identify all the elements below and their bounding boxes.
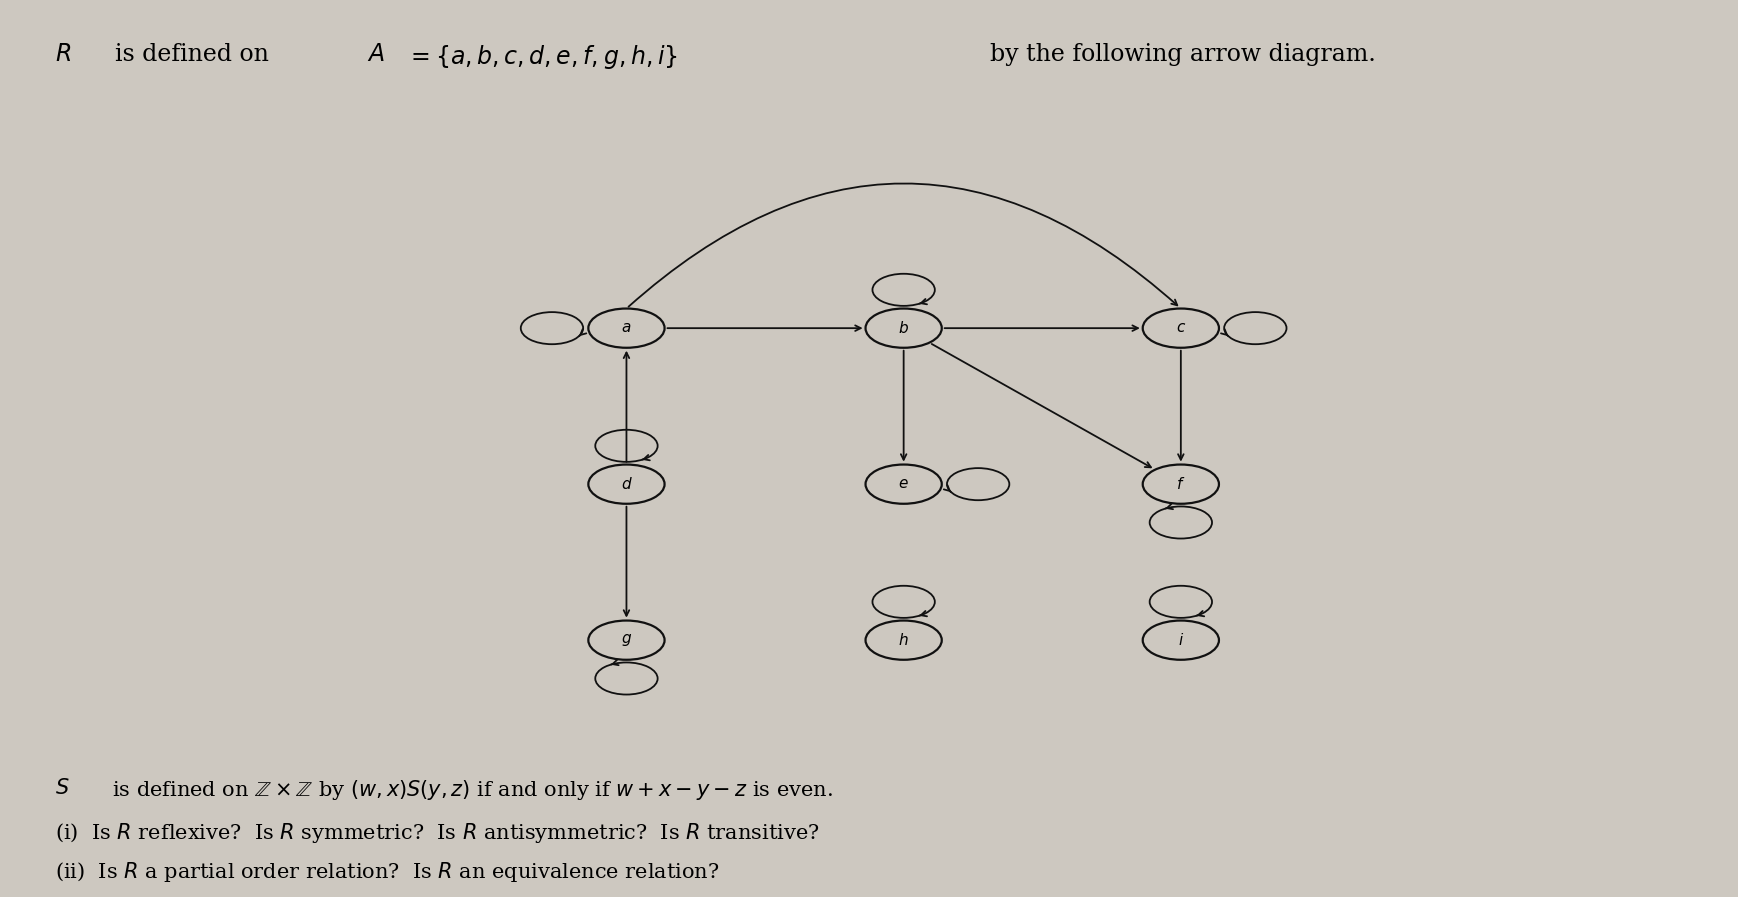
Text: (ii)  Is $R$ a partial order relation?  Is $R$ an equivalence relation?: (ii) Is $R$ a partial order relation? Is… <box>56 860 720 884</box>
Text: $= \{a, b, c, d, e, f, g, h, i\}$: $= \{a, b, c, d, e, f, g, h, i\}$ <box>407 43 678 71</box>
Text: $A$: $A$ <box>367 43 384 65</box>
Text: $R$: $R$ <box>56 43 71 65</box>
Text: $i$: $i$ <box>1178 632 1184 649</box>
Text: is defined on: is defined on <box>115 43 269 65</box>
Text: $c$: $c$ <box>1175 321 1185 335</box>
Text: $a$: $a$ <box>620 321 631 335</box>
Text: $e$: $e$ <box>899 477 909 492</box>
Text: $d$: $d$ <box>620 476 633 492</box>
Text: $g$: $g$ <box>620 632 633 649</box>
Text: $f$: $f$ <box>1177 476 1185 492</box>
Text: by the following arrow diagram.: by the following arrow diagram. <box>991 43 1376 65</box>
Text: is defined on $\mathbb{Z} \times \mathbb{Z}$ by $(w, x)S(y, z)$ if and only if $: is defined on $\mathbb{Z} \times \mathbb… <box>111 779 833 802</box>
Text: $b$: $b$ <box>899 320 909 336</box>
Text: $h$: $h$ <box>899 632 909 649</box>
Text: (i)  Is $R$ reflexive?  Is $R$ symmetric?  Is $R$ antisymmetric?  Is $R$ transit: (i) Is $R$ reflexive? Is $R$ symmetric? … <box>56 821 819 845</box>
Text: $S$: $S$ <box>56 779 70 798</box>
